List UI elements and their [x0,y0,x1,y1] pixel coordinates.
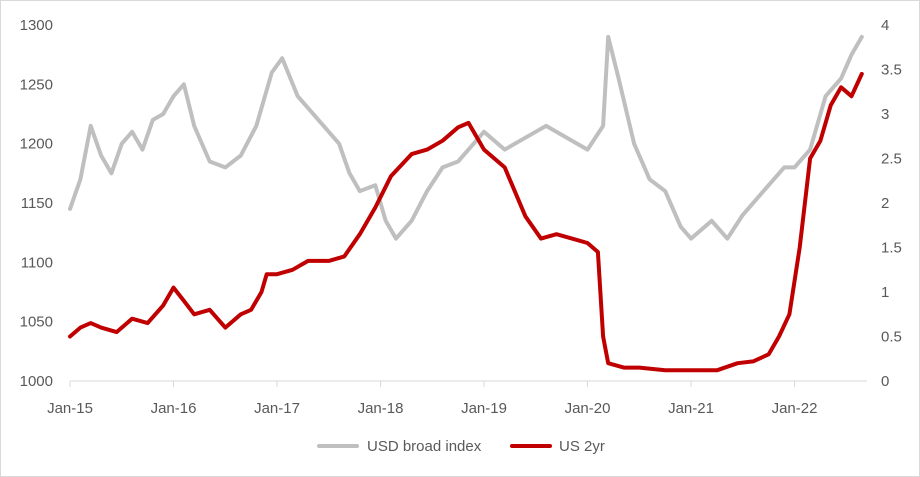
series-line-usd-broad-index [68,34,864,241]
y-right-tick-label: 0 [881,373,889,390]
y-left-tick-label: 1150 [21,195,53,212]
y-right-tick-label: 0.5 [881,329,902,346]
x-tick-label: Jan-21 [668,400,714,417]
x-tick-label: Jan-15 [47,400,93,417]
y-right-tick-label: 3 [881,106,889,123]
x-tick-label: Jan-18 [358,400,404,417]
y-left-tick-label: 1000 [20,373,53,390]
y-left-tick-label: 1050 [20,314,53,331]
y-right-tick-label: 2 [881,195,889,212]
x-tick-label: Jan-17 [254,400,300,417]
legend-label: USD broad index [367,438,482,455]
y-right-tick-label: 3.5 [881,62,902,79]
series-line-us-2yr [68,71,864,373]
y-right-tick-label: 1.5 [881,240,902,257]
legend-label: US 2yr [559,438,605,455]
x-tick-label: Jan-22 [772,400,818,417]
y-right-tick-label: 4 [881,17,889,34]
y-left-tick-label: 1100 [21,254,53,271]
y-left-tick-label: 1300 [20,17,53,34]
y-right-tick-label: 2.5 [881,151,902,168]
y-left-tick-label: 1200 [20,136,53,153]
y-right-tick-label: 1 [881,284,889,301]
x-tick-label: Jan-16 [151,400,197,417]
x-tick-label: Jan-19 [461,400,507,417]
x-tick-label: Jan-20 [565,400,611,417]
y-left-tick-label: 1250 [20,76,53,93]
